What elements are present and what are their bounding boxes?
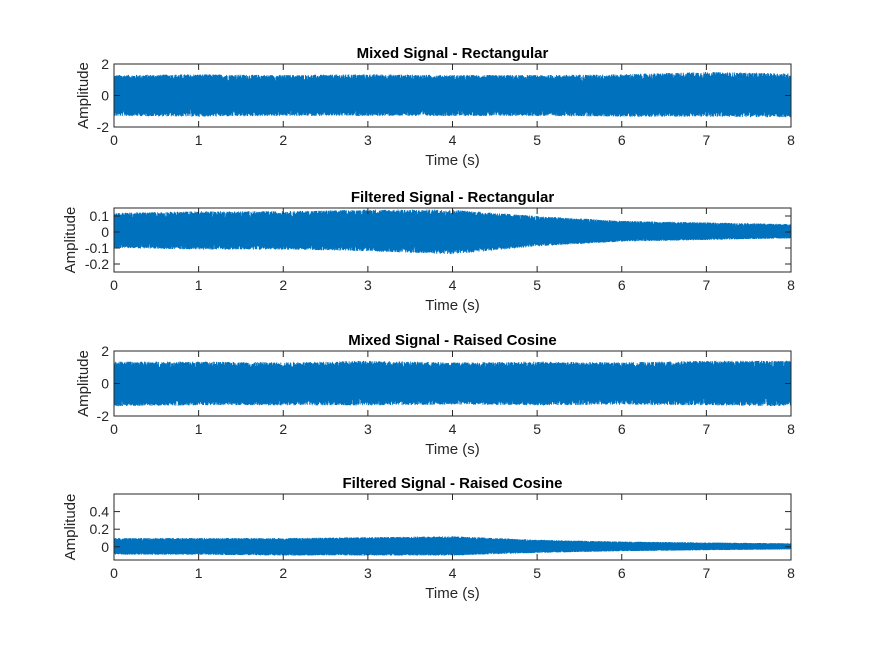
- x-tick-label: 4: [449, 421, 457, 437]
- x-axis-label: Time (s): [425, 585, 479, 602]
- x-tick-label: 7: [702, 421, 710, 437]
- x-tick-label: 6: [618, 565, 626, 581]
- x-tick-label: 2: [279, 565, 287, 581]
- x-tick-label: 1: [195, 277, 203, 293]
- x-tick-label: 0: [110, 132, 118, 148]
- x-tick-label: 8: [787, 565, 795, 581]
- x-tick-label: 3: [364, 277, 372, 293]
- x-tick-label: 5: [533, 132, 541, 148]
- x-tick-label: 7: [702, 565, 710, 581]
- y-axis-label: Amplitude: [62, 494, 79, 561]
- x-tick-label: 6: [618, 277, 626, 293]
- x-tick-label: 3: [364, 565, 372, 581]
- y-tick-label: -0.1: [85, 240, 109, 256]
- y-tick-label: 0: [101, 224, 109, 240]
- x-tick-label: 1: [195, 565, 203, 581]
- y-tick-label: -2: [97, 119, 110, 135]
- x-tick-label: 8: [787, 421, 795, 437]
- y-axis-label: Amplitude: [62, 207, 79, 274]
- y-tick-label: 2: [101, 343, 109, 359]
- x-tick-label: 5: [533, 277, 541, 293]
- x-tick-label: 0: [110, 421, 118, 437]
- y-tick-label: -0.2: [85, 256, 109, 272]
- signal-line: [113, 360, 792, 407]
- x-tick-label: 8: [787, 132, 795, 148]
- y-axis-label: Amplitude: [75, 62, 92, 129]
- x-tick-label: 4: [449, 565, 457, 581]
- x-tick-label: 4: [449, 277, 457, 293]
- subplot-4: 0 1 2 3 4 5 6 7 8 0 0.20.4 Filtered Signal - Raised…: [62, 475, 795, 602]
- y-tick-label: -2: [97, 408, 110, 424]
- x-tick-label: 2: [279, 421, 287, 437]
- signal-line: [113, 71, 792, 118]
- y-tick-label: 0.4: [90, 504, 110, 520]
- chart-title: Filtered Signal - Rectangular: [351, 189, 555, 206]
- x-tick-label: 5: [533, 421, 541, 437]
- x-tick-label: 1: [195, 132, 203, 148]
- x-axis-label: Time (s): [425, 441, 479, 458]
- x-tick-label: 3: [364, 421, 372, 437]
- x-tick-label: 0: [110, 277, 118, 293]
- y-axis-label: Amplitude: [75, 350, 92, 417]
- y-tick-label: 0.2: [90, 521, 110, 537]
- x-tick-label: 1: [195, 421, 203, 437]
- x-tick-label: 5: [533, 565, 541, 581]
- x-tick-label: 7: [702, 132, 710, 148]
- x-tick-label: 0: [110, 565, 118, 581]
- y-tick-label: 0: [101, 539, 109, 555]
- chart-title: Filtered Signal - Raised Cosine: [342, 475, 562, 492]
- x-tick-label: 6: [618, 132, 626, 148]
- y-tick-label: 0.1: [90, 208, 110, 224]
- x-tick-label: 7: [702, 277, 710, 293]
- y-tick-label: 0: [101, 376, 109, 392]
- x-tick-label: 8: [787, 277, 795, 293]
- chart-title: Mixed Signal - Rectangular: [357, 45, 549, 62]
- y-tick-label: 2: [101, 56, 109, 72]
- x-tick-label: 3: [364, 132, 372, 148]
- x-tick-label: 6: [618, 421, 626, 437]
- chart-title: Mixed Signal - Raised Cosine: [348, 332, 556, 349]
- x-tick-label: 2: [279, 277, 287, 293]
- x-tick-label: 2: [279, 132, 287, 148]
- x-axis-label: Time (s): [425, 297, 479, 314]
- y-tick-label: 0: [101, 88, 109, 104]
- x-axis-label: Time (s): [425, 152, 479, 169]
- x-tick-label: 4: [449, 132, 457, 148]
- signal-line: [113, 209, 792, 255]
